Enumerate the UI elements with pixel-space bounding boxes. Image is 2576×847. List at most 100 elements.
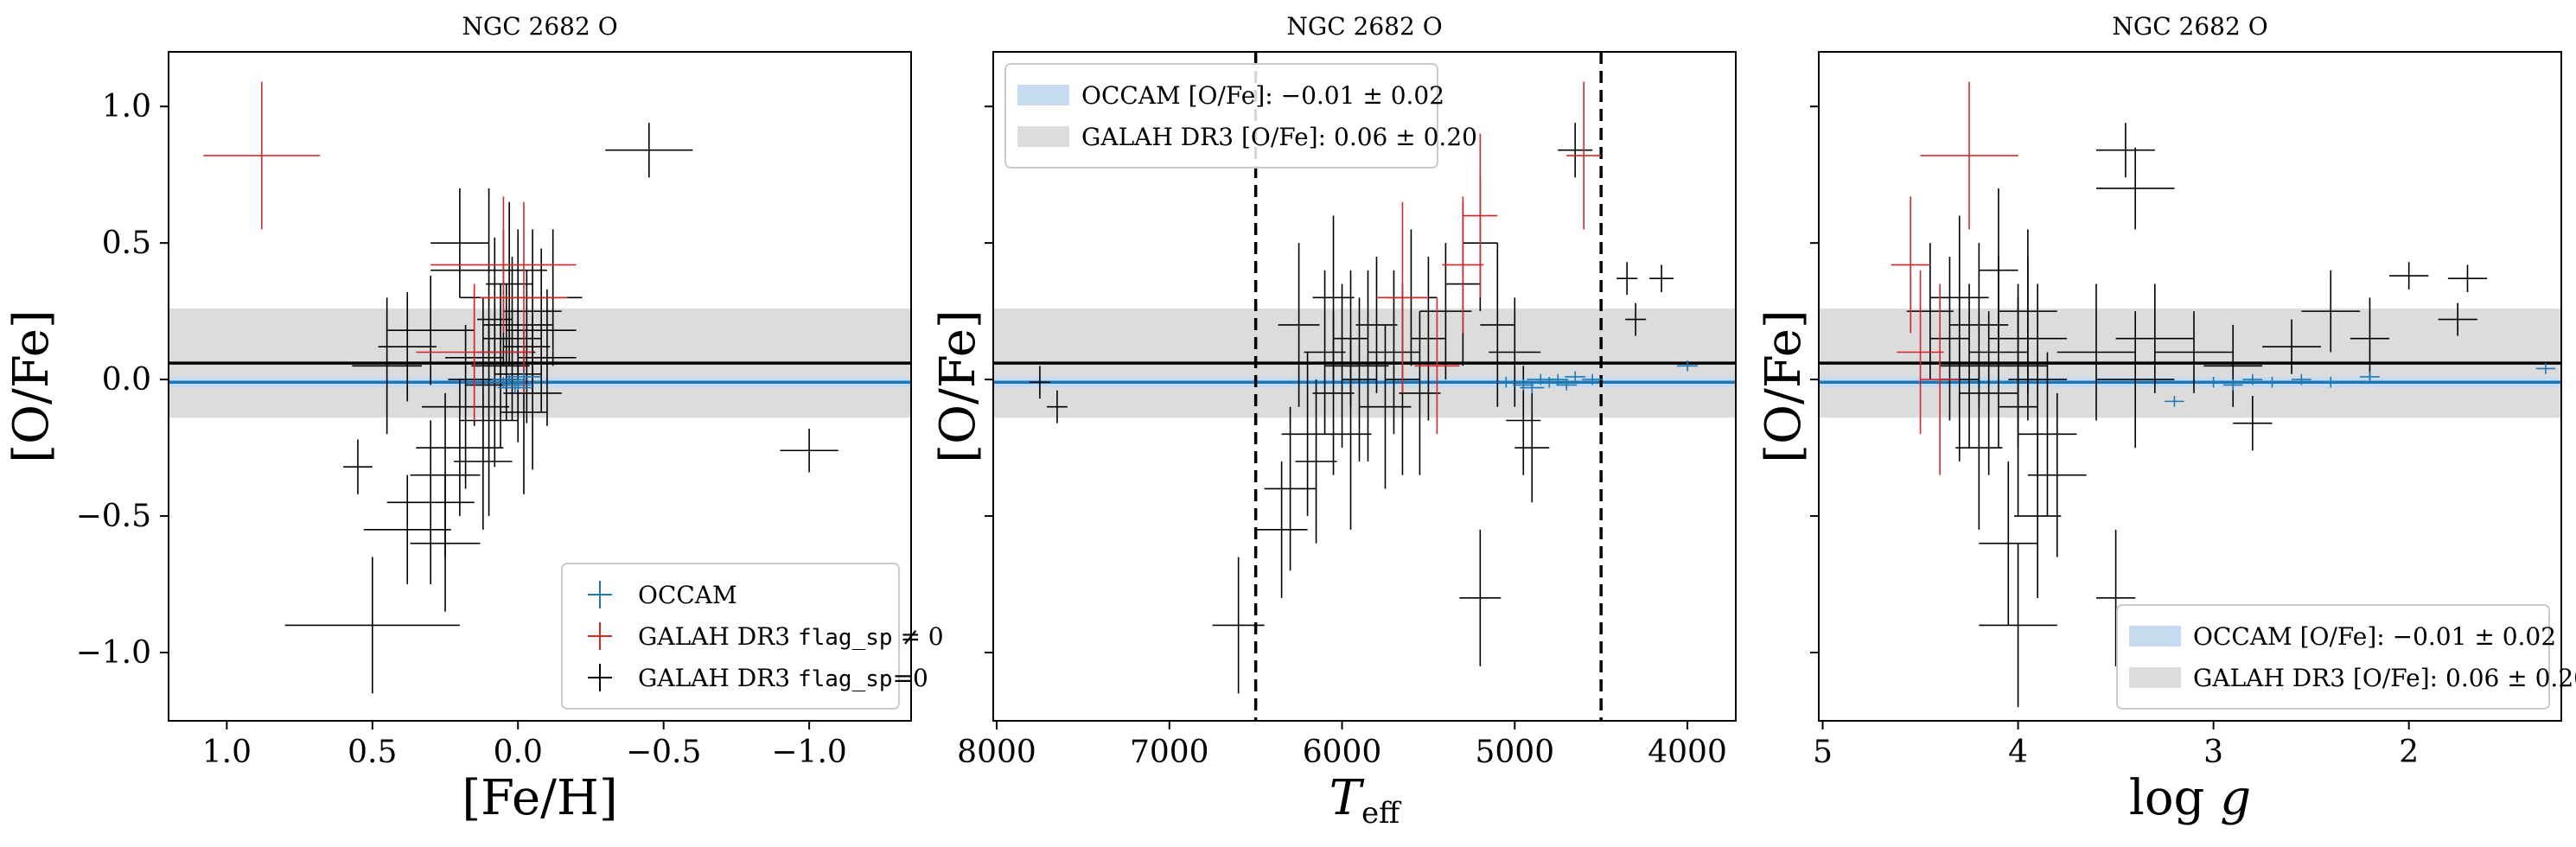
data-point <box>480 201 568 393</box>
data-point <box>343 439 373 494</box>
data-point <box>2233 396 2273 451</box>
x-tick-label: 4 <box>2008 735 2028 770</box>
x-tick-label: 5000 <box>1475 735 1554 770</box>
data-point <box>491 373 527 385</box>
panel-title: NGC 2682 O <box>1286 12 1442 41</box>
data-point <box>1998 297 2038 517</box>
data-point <box>1347 270 1389 462</box>
data-point <box>1495 376 1517 388</box>
legend: OCCAM [O/Fe]: −0.01 ± 0.02 GALAH DR3 [O/F… <box>2116 604 2576 710</box>
x-tick-label: 7000 <box>1130 735 1209 770</box>
data-point <box>1920 81 2018 230</box>
data-point <box>1399 311 1441 475</box>
legend-item: GALAH DR3 [O/Fe]: 0.06 ± 0.20 <box>2129 664 2576 692</box>
y-tick-label: 1.0 <box>102 89 151 124</box>
data-point <box>1625 302 1647 336</box>
data-point <box>1029 366 1050 399</box>
x-tick-label: 1.0 <box>202 735 252 770</box>
data-point <box>203 81 321 230</box>
legend-label: OCCAM <box>638 581 737 609</box>
plot-frame <box>992 51 1737 722</box>
data-point <box>2447 264 2488 293</box>
legend-label-prefix: GALAH DR3 <box>638 664 798 692</box>
data-point <box>1463 133 1498 298</box>
plot-area <box>993 52 1736 721</box>
x-axis-label-main: T <box>1329 770 1365 826</box>
legend: OCCAM GALAH DR3 flag_sp ≠ 0 GALAH DR3 flag… <box>561 563 944 710</box>
data-point <box>1459 529 1502 666</box>
data-point <box>1891 196 1930 334</box>
legend-item: OCCAM <box>588 581 737 609</box>
y-axis-label: [O/Fe] <box>1756 309 1812 462</box>
legend-label: OCCAM [O/Fe]: −0.01 ± 0.02 <box>1081 81 1444 110</box>
data-point <box>363 474 451 585</box>
data-point <box>780 428 838 473</box>
data-point <box>503 379 533 391</box>
data-point <box>2320 376 2341 388</box>
data-point <box>378 292 437 402</box>
panel-3: 5 4 3 2 NGC 2682 O log g [O/Fe] OCCAM [O/Fe]: −… <box>1756 12 2576 826</box>
legend-item: OCCAM [O/Fe]: −0.01 ± 0.02 <box>2129 622 2556 651</box>
data-point <box>2095 147 2175 230</box>
data-point <box>2095 311 2175 449</box>
data-point <box>2535 363 2556 374</box>
legend-label: OCCAM [O/Fe]: −0.01 ± 0.02 <box>2193 622 2556 651</box>
data-point <box>1565 371 1586 383</box>
legend-swatch <box>2129 667 2181 688</box>
data-point <box>1979 543 2057 708</box>
data-point <box>1264 406 1317 571</box>
legend-label-prefix: GALAH DR3 <box>638 622 798 651</box>
data-point <box>1480 243 1515 407</box>
data-point <box>1558 123 1593 178</box>
data-point <box>459 324 519 517</box>
plot-frame <box>168 51 912 722</box>
data-point <box>1355 256 1398 393</box>
data-point <box>503 270 551 424</box>
legend-label: GALAH DR3 [O/Fe]: 0.06 ± 0.20 <box>1081 123 1477 151</box>
data-point <box>386 420 475 585</box>
data-point <box>1979 461 2038 626</box>
data-point <box>1979 188 2018 353</box>
legend-label-suffix: ≠ 0 <box>893 622 944 651</box>
data-point <box>1556 379 1578 391</box>
legend-item: GALAH DR3 flag_sp=0 <box>588 664 928 692</box>
data-point <box>1278 243 1320 407</box>
data-point <box>2301 270 2361 353</box>
data-point <box>1329 338 1372 530</box>
data-point <box>2360 371 2380 383</box>
data-point <box>2389 262 2429 290</box>
panel-1: 1.0 0.5 0.0 −0.5 −1.0 1.0 0.5 0.0 −0.5 −1.0 NGC 26… <box>3 12 944 826</box>
data-point <box>1920 283 1960 475</box>
data-point <box>518 289 577 426</box>
data-point <box>386 276 475 385</box>
x-tick-label: 5 <box>1813 735 1833 770</box>
data-point <box>2095 123 2155 178</box>
data-point <box>2095 529 2136 666</box>
data-point <box>1046 390 1068 424</box>
y-tick-label: −0.5 <box>76 499 151 534</box>
data-point <box>2292 373 2311 385</box>
data-point <box>1414 297 1460 435</box>
data-point <box>2262 319 2321 374</box>
x-tick-label: 0.5 <box>348 735 397 770</box>
data-point <box>1566 81 1602 230</box>
x-tick-label: 2 <box>2399 735 2419 770</box>
panel-2: 8000 7000 6000 5000 4000 NGC 2682 O Teff [O/Fe]… <box>930 12 1737 831</box>
data-point <box>1998 229 2057 393</box>
x-tick-label: 3 <box>2203 735 2223 770</box>
data-point <box>1376 201 1429 393</box>
y-tick-label: 0.5 <box>102 226 151 261</box>
data-point <box>1513 379 1534 391</box>
panel-title: NGC 2682 O <box>2112 12 2267 41</box>
data-point <box>430 196 577 334</box>
legend-label: GALAH DR3 flag_sp ≠ 0 <box>638 622 944 651</box>
x-tick-label: 6000 <box>1303 735 1382 770</box>
data-point <box>2222 379 2243 391</box>
data-point <box>2203 324 2263 407</box>
data-point <box>1212 557 1265 694</box>
x-tick-label: 0.0 <box>494 735 543 770</box>
data-point <box>506 371 542 383</box>
data-point <box>2056 283 2136 421</box>
data-point <box>2242 373 2263 385</box>
